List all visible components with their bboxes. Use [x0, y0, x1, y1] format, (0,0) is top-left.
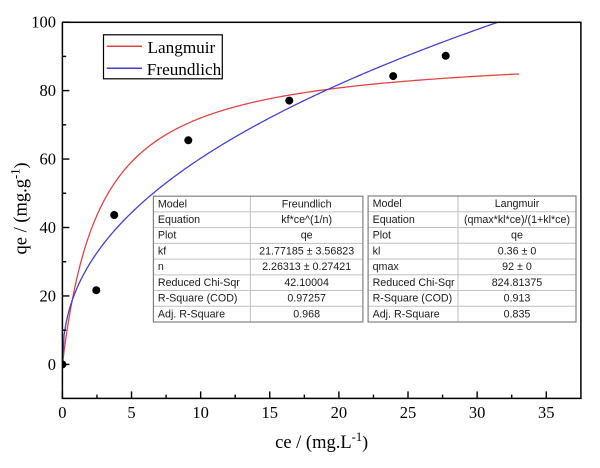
svg-text:0.835: 0.835 [504, 308, 531, 320]
svg-text:0.97257: 0.97257 [287, 293, 326, 305]
svg-text:Plot: Plot [373, 230, 391, 242]
svg-text:5: 5 [127, 403, 135, 422]
svg-text:kf*ce^(1/n): kf*ce^(1/n) [281, 214, 332, 226]
svg-text:qmax: qmax [373, 261, 400, 273]
svg-text:Reduced Chi-Sqr: Reduced Chi-Sqr [373, 277, 455, 289]
svg-text:60: 60 [40, 150, 57, 169]
svg-text:Model: Model [373, 198, 402, 210]
svg-text:30: 30 [469, 403, 486, 422]
svg-text:qe / (mg.g-1): qe / (mg.g-1) [9, 163, 32, 255]
svg-text:(qmax*kl*ce)/(1+kl*ce): (qmax*kl*ce)/(1+kl*ce) [464, 214, 570, 226]
svg-text:Reduced Chi-Sqr: Reduced Chi-Sqr [158, 277, 240, 289]
svg-text:Adj. R-Square: Adj. R-Square [373, 308, 440, 320]
svg-text:Adj. R-Square: Adj. R-Square [158, 308, 225, 320]
svg-text:Langmuir: Langmuir [495, 198, 540, 210]
svg-text:40: 40 [40, 218, 57, 237]
svg-text:qe: qe [301, 230, 313, 242]
svg-text:Freundlich: Freundlich [282, 198, 332, 210]
svg-text:0: 0 [48, 355, 56, 374]
svg-text:0.36 ± 0: 0.36 ± 0 [498, 245, 537, 257]
svg-text:n: n [158, 261, 164, 273]
svg-text:ce / (mg.L-1): ce / (mg.L-1) [275, 430, 368, 453]
svg-text:100: 100 [31, 13, 56, 32]
svg-text:20: 20 [331, 403, 348, 422]
svg-text:21.77185 ± 3.56823: 21.77185 ± 3.56823 [259, 245, 354, 257]
svg-text:0.968: 0.968 [293, 308, 320, 320]
svg-text:Equation: Equation [373, 214, 415, 226]
svg-text:92 ± 0: 92 ± 0 [502, 261, 532, 273]
svg-text:qe: qe [511, 230, 523, 242]
svg-text:Equation: Equation [158, 214, 200, 226]
svg-text:R-Square (COD): R-Square (COD) [373, 293, 453, 305]
svg-text:Freundlich: Freundlich [147, 60, 222, 79]
svg-text:kf: kf [158, 245, 166, 257]
svg-text:20: 20 [40, 286, 57, 305]
svg-text:2.26313 ± 0.27421: 2.26313 ± 0.27421 [262, 261, 351, 273]
svg-text:824.81375: 824.81375 [492, 277, 543, 289]
svg-text:Model: Model [158, 198, 187, 210]
svg-text:15: 15 [262, 403, 279, 422]
svg-text:0: 0 [58, 403, 66, 422]
svg-text:R-Square (COD): R-Square (COD) [158, 293, 238, 305]
svg-text:10: 10 [192, 403, 209, 422]
svg-text:Langmuir: Langmuir [148, 38, 216, 57]
svg-text:42.10004: 42.10004 [284, 277, 329, 289]
svg-text:80: 80 [40, 81, 57, 100]
svg-text:35: 35 [538, 403, 555, 422]
svg-text:25: 25 [400, 403, 417, 422]
svg-text:kl: kl [373, 245, 381, 257]
svg-text:Plot: Plot [158, 230, 176, 242]
svg-text:0.913: 0.913 [504, 293, 531, 305]
